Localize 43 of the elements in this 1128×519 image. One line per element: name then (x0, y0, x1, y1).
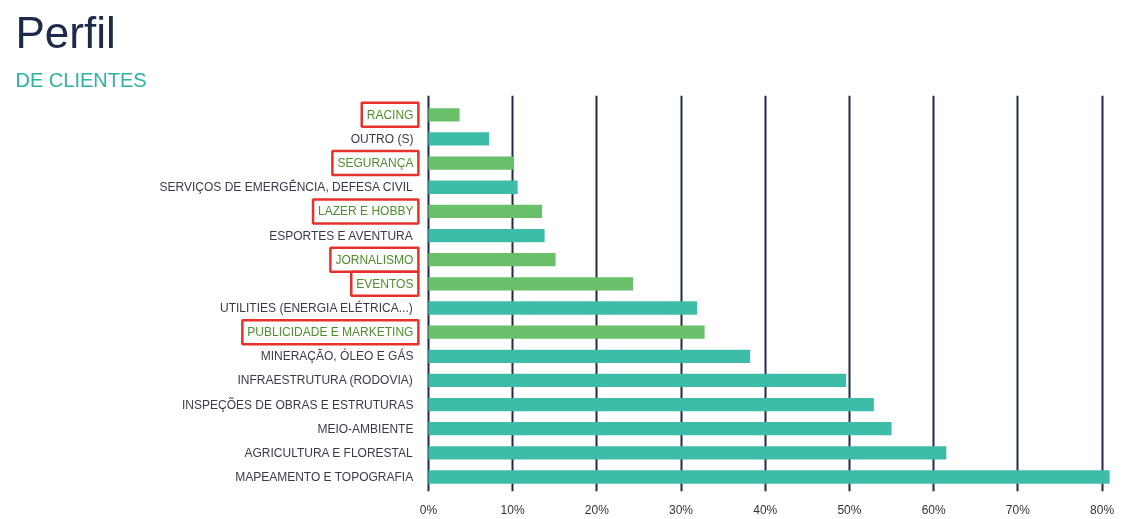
bar (428, 108, 460, 122)
y-tick-label: MEIO-AMBIENTE (317, 421, 414, 436)
y-tick-label: ESPORTES E AVENTURA (269, 228, 413, 243)
bar (428, 446, 947, 460)
y-tick-label: OUTRO (S) (350, 131, 414, 146)
x-tick-label: 10% (500, 502, 525, 517)
bar (428, 349, 751, 363)
bar (428, 325, 705, 339)
y-tick-label: AGRICULTURA E FLORESTAL (244, 445, 414, 460)
bar (428, 422, 892, 436)
x-tick-label: 0% (419, 502, 438, 517)
bar (428, 470, 1110, 484)
x-tick-label: 30% (669, 502, 694, 517)
y-tick-label: SEGURANÇA (337, 156, 414, 171)
y-tick-label: SERVIÇOS DE EMERGÊNCIA, DEFESA CIVIL (159, 179, 414, 195)
bar (428, 373, 847, 388)
bar (428, 253, 556, 267)
bar (428, 277, 634, 291)
y-tick-label: MINERAÇÃO, ÓLEO E GÁS (260, 348, 414, 364)
y-tick-label: INFRAESTRUTURA (RODOVIA) (237, 373, 413, 388)
bar (428, 132, 490, 146)
x-tick-label: 40% (753, 502, 778, 517)
y-tick-label: JORNALISMO (335, 252, 414, 267)
x-tick-label: 20% (584, 502, 610, 517)
x-tick-label: 60% (921, 502, 946, 517)
y-tick-label: PUBLICIDADE E MARKETING (247, 325, 414, 340)
y-tick-label: UTILITIES (ENERGIA ELÉTRICA...) (220, 299, 413, 315)
y-tick-label: LAZER E HOBBY (318, 204, 414, 219)
y-tick-label: RACING (366, 107, 414, 122)
y-tick-label: MAPEAMENTO E TOPOGRAFIA (235, 470, 414, 485)
y-tick-label: INSPEÇÕES DE OBRAS E ESTRUTURAS (182, 396, 414, 412)
x-tick-label: 70% (1005, 502, 1031, 517)
x-tick-label: 80% (1090, 502, 1115, 517)
text: DE CLIENTES (15, 68, 147, 91)
text: Perfil (15, 7, 116, 57)
bar (428, 156, 514, 170)
x-tick-label: 50% (837, 502, 862, 517)
bar (428, 180, 518, 194)
bar (428, 228, 545, 243)
y-tick-label: EVENTOS (356, 276, 414, 291)
bar (428, 204, 543, 219)
bar (428, 397, 874, 412)
bar (428, 301, 698, 315)
